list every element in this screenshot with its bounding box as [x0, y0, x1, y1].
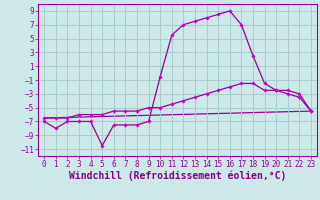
X-axis label: Windchill (Refroidissement éolien,°C): Windchill (Refroidissement éolien,°C)	[69, 171, 286, 181]
